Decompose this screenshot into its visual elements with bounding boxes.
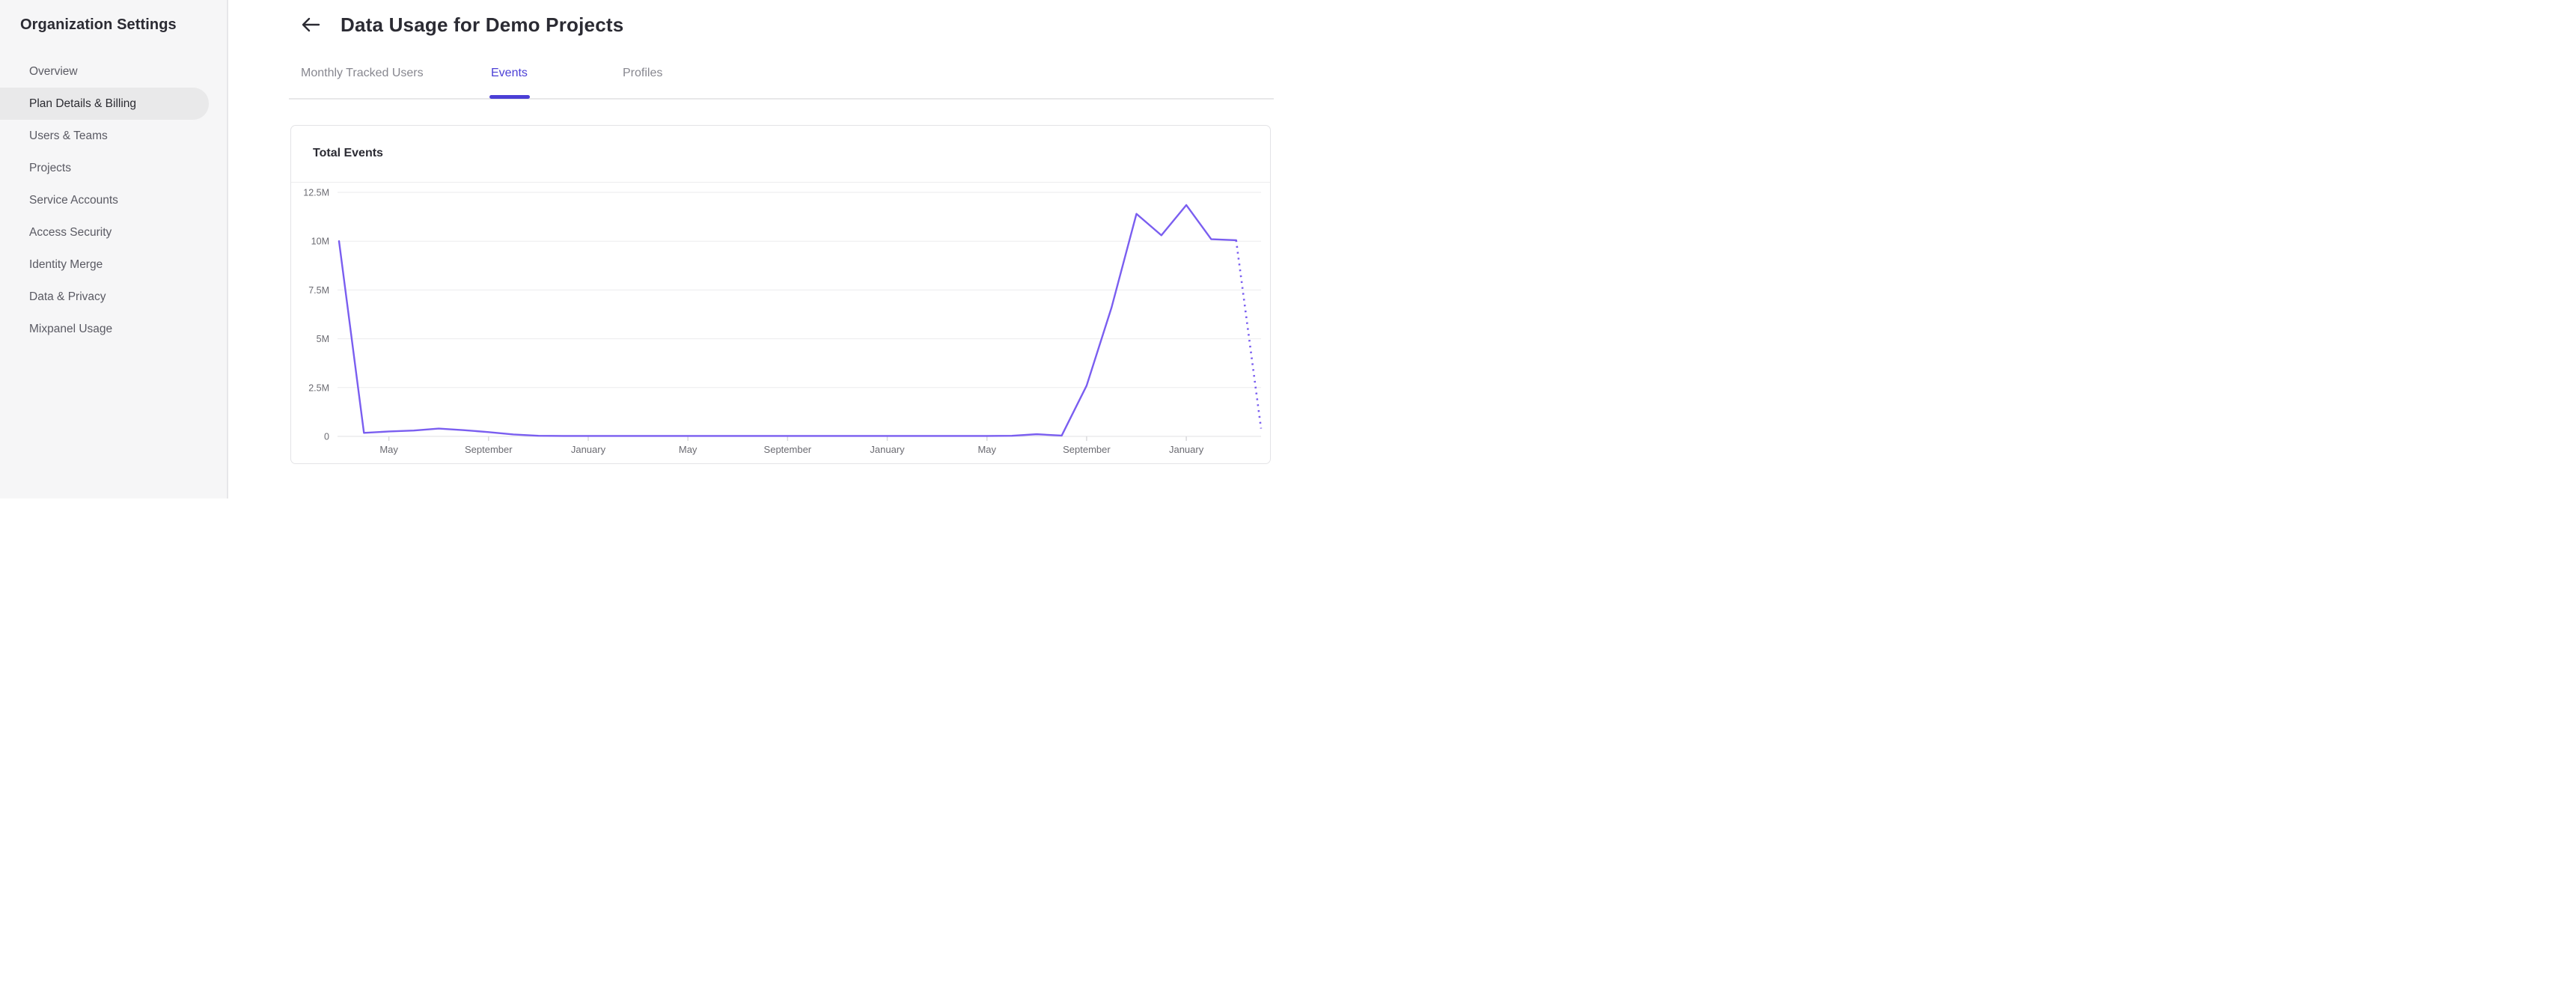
svg-text:September: September — [1063, 444, 1111, 455]
sidebar-item-overview[interactable]: Overview — [29, 64, 78, 78]
svg-text:September: September — [764, 444, 812, 455]
back-button[interactable] — [299, 12, 322, 37]
svg-text:January: January — [870, 444, 905, 455]
sidebar-item-plan-details-billing[interactable]: Plan Details & Billing — [0, 88, 209, 120]
card-header: Total Events — [291, 126, 1270, 183]
svg-text:10M: 10M — [311, 237, 329, 247]
sidebar-item-access-security[interactable]: Access Security — [29, 225, 112, 239]
svg-text:0: 0 — [324, 432, 329, 442]
active-tab-indicator — [489, 95, 530, 99]
main-content: Data Usage for Demo Projects Monthly Tra… — [230, 0, 1288, 464]
svg-text:7.5M: 7.5M — [308, 285, 329, 296]
usage-tabs: Monthly Tracked Users Events Profiles — [230, 57, 1288, 108]
svg-text:January: January — [571, 444, 606, 455]
left-arrow-icon — [301, 17, 320, 32]
tabs-divider — [289, 98, 1274, 100]
svg-text:January: January — [1169, 444, 1204, 455]
tab-monthly-tracked-users[interactable]: Monthly Tracked Users — [301, 67, 424, 79]
organization-settings-sidebar: Organization Settings Overview Plan Detai… — [0, 0, 228, 498]
sidebar-item-projects[interactable]: Projects — [29, 161, 71, 174]
total-events-line-chart: 12.5M 10M 7.5M 5M 2.5M 0 May September January Ma… — [303, 188, 1263, 455]
svg-text:2.5M: 2.5M — [308, 382, 329, 393]
sidebar-item-data-privacy[interactable]: Data & Privacy — [29, 290, 106, 303]
tab-profiles[interactable]: Profiles — [623, 67, 663, 79]
page-header: Data Usage for Demo Projects — [230, 0, 1288, 37]
svg-text:May: May — [679, 444, 698, 455]
svg-text:12.5M: 12.5M — [303, 188, 329, 198]
sidebar-item-users-teams[interactable]: Users & Teams — [29, 129, 108, 142]
svg-text:September: September — [465, 444, 513, 455]
total-events-card: 12.5M 10M 7.5M 5M 2.5M 0 May September January Ma… — [290, 125, 1271, 464]
sidebar-title: Organization Settings — [20, 16, 177, 33]
svg-text:5M: 5M — [317, 334, 329, 344]
sidebar-item-mixpanel-usage[interactable]: Mixpanel Usage — [29, 322, 113, 335]
svg-text:May: May — [379, 444, 398, 455]
page-title: Data Usage for Demo Projects — [341, 13, 624, 36]
sidebar-nav: Overview Plan Details & Billing Users & Te… — [0, 55, 227, 345]
sidebar-item-service-accounts[interactable]: Service Accounts — [29, 193, 118, 207]
card-title: Total Events — [313, 147, 383, 159]
svg-text:May: May — [977, 444, 996, 455]
tab-events[interactable]: Events — [491, 67, 528, 79]
sidebar-item-identity-merge[interactable]: Identity Merge — [29, 257, 103, 271]
